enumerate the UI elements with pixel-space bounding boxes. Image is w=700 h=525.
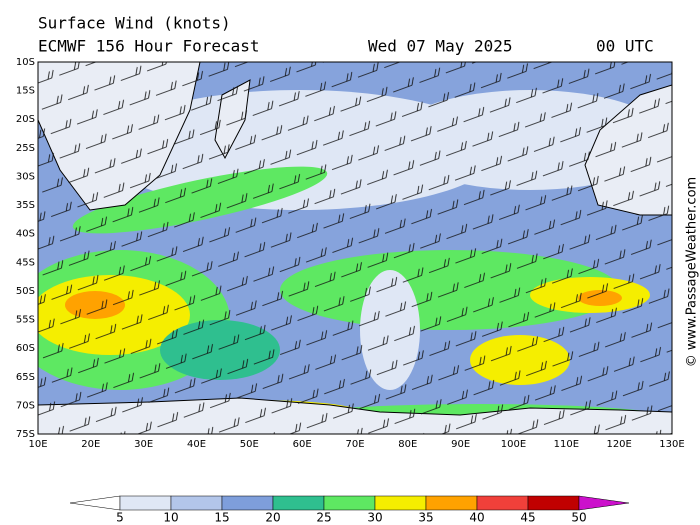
lat-label: 40S <box>16 229 35 240</box>
lat-label: 20S <box>16 114 35 125</box>
colorbar-label: 15 <box>214 511 229 525</box>
colorbar-label: 45 <box>520 511 535 525</box>
lat-label: 65S <box>16 372 35 383</box>
lat-label: 70S <box>16 400 35 411</box>
colorbar-segment <box>120 496 171 510</box>
title: Surface Wind (knots) <box>38 14 231 33</box>
lat-label: 30S <box>16 171 35 182</box>
lat-label: 60S <box>16 343 35 354</box>
colorbar-segment <box>528 496 579 510</box>
lon-label: 80E <box>398 439 417 450</box>
model: ECMWF 156 Hour Forecast <box>38 37 260 56</box>
lon-label: 30E <box>134 439 153 450</box>
lon-label: 50E <box>240 439 259 450</box>
colorbar-segment <box>273 496 324 510</box>
colorbar-label: 5 <box>116 511 124 525</box>
date: Wed 07 May 2025 <box>368 37 513 56</box>
lon-label: 40E <box>187 439 206 450</box>
colorbar-label: 20 <box>265 511 280 525</box>
lat-label: 15S <box>16 86 35 97</box>
wind-map <box>10 62 672 434</box>
lat-label: 45S <box>16 257 35 268</box>
colorbar-label: 10 <box>163 511 178 525</box>
colorbar-label: 40 <box>469 511 484 525</box>
lon-label: 130E <box>659 439 684 450</box>
colorbar-segment <box>222 496 273 510</box>
lon-label: 110E <box>554 439 579 450</box>
lon-label: 90E <box>451 439 470 450</box>
lon-label: 20E <box>81 439 100 450</box>
lon-label: 100E <box>501 439 526 450</box>
lon-label: 70E <box>345 439 364 450</box>
colorbar: 5 10 15 20 25 30 35 40 45 50 <box>70 496 629 525</box>
lon-label: 60E <box>293 439 312 450</box>
time: 00 UTC <box>596 37 654 56</box>
lat-label: 35S <box>16 200 35 211</box>
lat-label: 55S <box>16 315 35 326</box>
colorbar-segment <box>426 496 477 510</box>
colorbar-max <box>579 496 629 510</box>
colorbar-segment <box>171 496 222 510</box>
colorbar-label: 35 <box>418 511 433 525</box>
lat-label: 25S <box>16 143 35 154</box>
colorbar-label: 50 <box>571 511 586 525</box>
lat-label: 50S <box>16 286 35 297</box>
copyright: © www.PassageWeather.com <box>685 177 700 367</box>
lon-label: 10E <box>28 439 47 450</box>
lat-label: 10S <box>16 57 35 68</box>
colorbar-label: 30 <box>367 511 382 525</box>
colorbar-segment <box>375 496 426 510</box>
colorbar-label: 25 <box>316 511 331 525</box>
page: Surface Wind (knots) ECMWF 156 Hour Fore… <box>0 0 700 525</box>
lon-label: 120E <box>606 439 631 450</box>
colorbar-min <box>70 496 120 510</box>
colorbar-segment <box>477 496 528 510</box>
colorbar-segment <box>324 496 375 510</box>
